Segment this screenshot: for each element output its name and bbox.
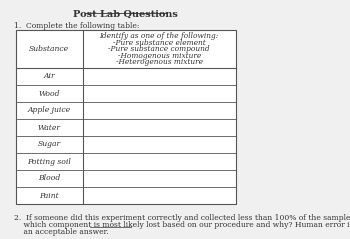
Text: Potting soil: Potting soil [27, 158, 71, 165]
Bar [16, 30, 236, 204]
Text: Post Lab Questions: Post Lab Questions [73, 10, 178, 19]
Text: Sugar: Sugar [38, 141, 61, 148]
Text: Substance: Substance [29, 45, 69, 53]
Text: Air: Air [43, 72, 55, 81]
Text: -Heterogenous mixture: -Heterogenous mixture [116, 58, 203, 66]
Text: an acceptable answer.: an acceptable answer. [14, 228, 109, 236]
Text: -Pure substance compound: -Pure substance compound [108, 45, 210, 53]
Text: Apple juice: Apple juice [28, 107, 71, 114]
Text: 1.  Complete the following table:: 1. Complete the following table: [14, 22, 140, 30]
Text: Paint: Paint [39, 191, 59, 200]
Text: which component is most likely lost based on our procedure and why? Human error : which component is most likely lost base… [14, 221, 350, 229]
Text: Wood: Wood [38, 89, 60, 98]
Text: -Homogenous mixture: -Homogenous mixture [118, 51, 201, 60]
Text: Water: Water [38, 124, 61, 131]
Text: 2.  If someone did this experiment correctly and collected less than 100% of the: 2. If someone did this experiment correc… [14, 214, 350, 222]
Text: Identify as one of the following:: Identify as one of the following: [99, 32, 219, 40]
Text: Blood: Blood [38, 174, 60, 183]
Text: -Pure substance element: -Pure substance element [113, 38, 205, 47]
